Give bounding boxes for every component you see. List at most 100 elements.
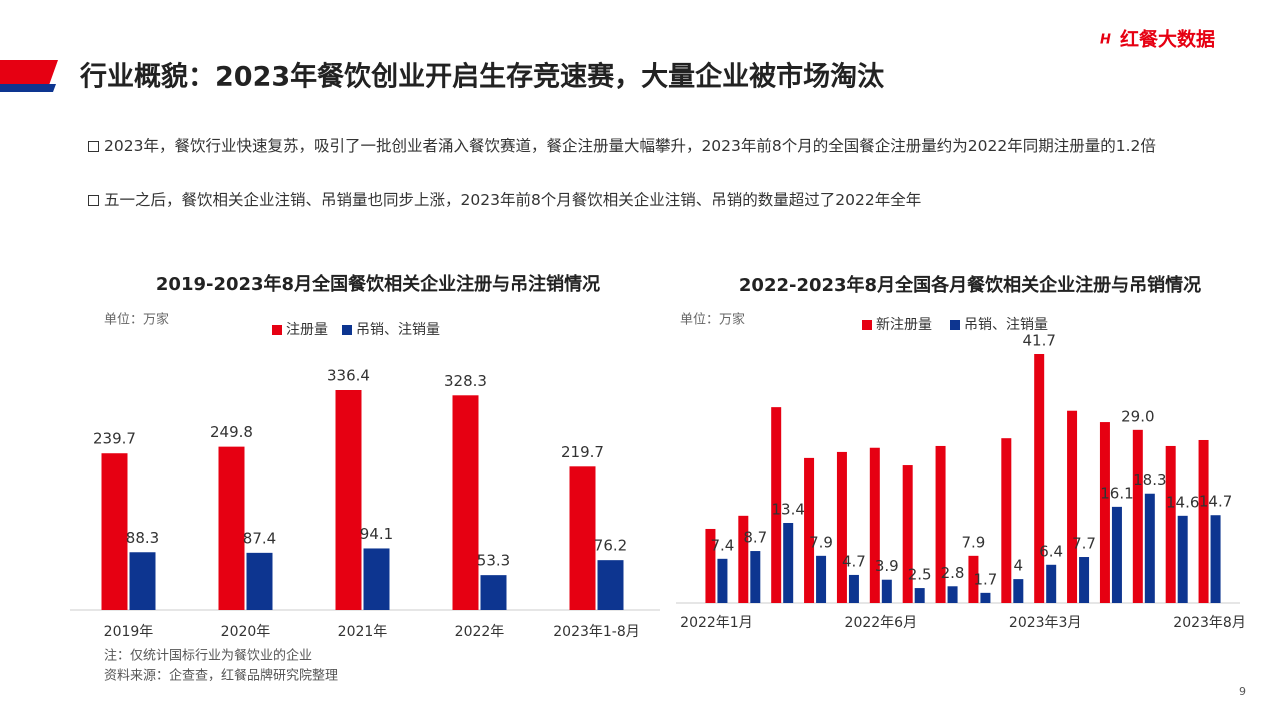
bar	[569, 466, 596, 610]
chart-title: 2022-2023年8月全国各月餐饮相关企业注册与吊销情况	[739, 274, 1201, 296]
legend-label: 新注册量	[876, 317, 932, 333]
x-tick-label: 2022年1月	[680, 615, 753, 631]
bar	[1079, 557, 1090, 603]
bar	[848, 574, 859, 603]
data-label: 4.7	[842, 552, 866, 570]
bar	[1001, 438, 1012, 603]
data-label: 76.2	[594, 537, 627, 555]
data-label: 2.8	[941, 564, 965, 582]
x-tick-label: 2019年	[104, 624, 154, 640]
bar	[335, 390, 362, 610]
bar	[1198, 439, 1209, 603]
bar	[1210, 515, 1221, 603]
legend-label: 吊销、注销量	[356, 322, 440, 338]
data-label: 336.4	[327, 367, 370, 385]
bullet: 五一之后，餐饮相关企业注销、吊销量也同步上涨，2023年前8个月餐饮相关企业注销…	[88, 190, 1224, 210]
bar	[804, 457, 815, 603]
bar	[980, 592, 991, 603]
bar	[363, 548, 390, 610]
bar	[1013, 579, 1024, 603]
data-label: 29.0	[1121, 407, 1154, 425]
bar	[750, 551, 761, 603]
bullet: 2023年，餐饮行业快速复苏，吸引了一批创业者涌入餐饮赛道，餐企注册量大幅攀升，…	[88, 136, 1224, 156]
bar	[1067, 410, 1078, 603]
bar	[1111, 506, 1122, 603]
data-label: 7.7	[1072, 535, 1096, 553]
page-title: 行业概貌：2023年餐饮创业开启生存竞速赛，大量企业被市场淘汰	[79, 61, 884, 93]
legend-swatch	[272, 325, 282, 335]
data-label: 4	[1014, 557, 1024, 575]
legend-swatch	[862, 320, 872, 330]
bar	[1177, 515, 1188, 603]
bar	[902, 465, 913, 603]
x-tick-label: 2021年	[338, 624, 388, 640]
data-label: 3.9	[875, 557, 899, 575]
x-tick-label: 2020年	[221, 624, 271, 640]
note: 注：仅统计国标行业为餐饮业的企业	[104, 648, 312, 664]
bar	[480, 575, 507, 610]
x-tick-label: 2023年1-8月	[553, 624, 640, 640]
header-stripe	[0, 60, 58, 88]
bar	[881, 579, 892, 603]
logo-mark: H	[1100, 33, 1111, 48]
legend-swatch	[950, 320, 960, 330]
bar	[1046, 564, 1057, 603]
bar	[935, 445, 946, 603]
data-label: 8.7	[743, 529, 767, 547]
bar	[836, 451, 847, 603]
bar	[816, 555, 827, 603]
data-label: 87.4	[243, 529, 276, 547]
bar	[1034, 354, 1045, 603]
data-label: 88.3	[126, 529, 159, 547]
logo: 红餐大数据	[1120, 28, 1215, 51]
data-label: 328.3	[444, 372, 487, 390]
data-label: 239.7	[93, 430, 136, 448]
bar	[129, 552, 156, 610]
bar	[1165, 445, 1176, 603]
bar	[1132, 429, 1143, 603]
unit-label: 单位：万家	[680, 312, 745, 328]
header-stripe	[0, 84, 56, 92]
x-tick-label: 2022年	[455, 624, 505, 640]
data-label: 7.9	[809, 533, 833, 551]
data-label: 94.1	[360, 525, 393, 543]
bar	[947, 586, 958, 603]
bar	[246, 552, 273, 610]
data-label: 2.5	[908, 566, 932, 584]
bar	[1144, 493, 1155, 603]
bar	[101, 453, 128, 610]
x-tick-label: 2022年6月	[845, 615, 918, 631]
data-label: 41.7	[1022, 332, 1055, 350]
bar	[738, 515, 749, 603]
data-label: 53.3	[477, 552, 510, 570]
unit-label: 单位：万家	[104, 312, 169, 328]
data-label: 219.7	[561, 443, 604, 461]
bar	[968, 555, 979, 603]
bar	[705, 528, 716, 603]
data-label: 14.6	[1166, 493, 1199, 511]
bar	[1099, 422, 1110, 603]
bar	[783, 522, 794, 603]
data-label: 249.8	[210, 423, 253, 441]
legend-label: 注册量	[286, 322, 328, 338]
note: 资料来源：企查查，红餐品牌研究院整理	[104, 668, 338, 684]
chart-title: 2019-2023年8月全国餐饮相关企业注册与吊注销情况	[156, 273, 600, 295]
data-label: 16.1	[1100, 484, 1133, 502]
bar	[914, 588, 925, 603]
data-label: 6.4	[1039, 542, 1063, 560]
bar	[452, 395, 479, 610]
x-tick-label: 2023年3月	[1009, 615, 1082, 631]
bar	[218, 446, 245, 610]
bar	[869, 447, 880, 603]
data-label: 1.7	[974, 570, 998, 588]
bar	[771, 407, 782, 603]
data-label: 7.4	[711, 536, 735, 554]
bar	[717, 558, 728, 603]
data-label: 18.3	[1133, 471, 1166, 489]
bar	[597, 560, 624, 610]
data-label: 7.9	[962, 533, 986, 551]
page-number: 9	[1239, 685, 1246, 698]
data-label: 13.4	[771, 500, 804, 518]
